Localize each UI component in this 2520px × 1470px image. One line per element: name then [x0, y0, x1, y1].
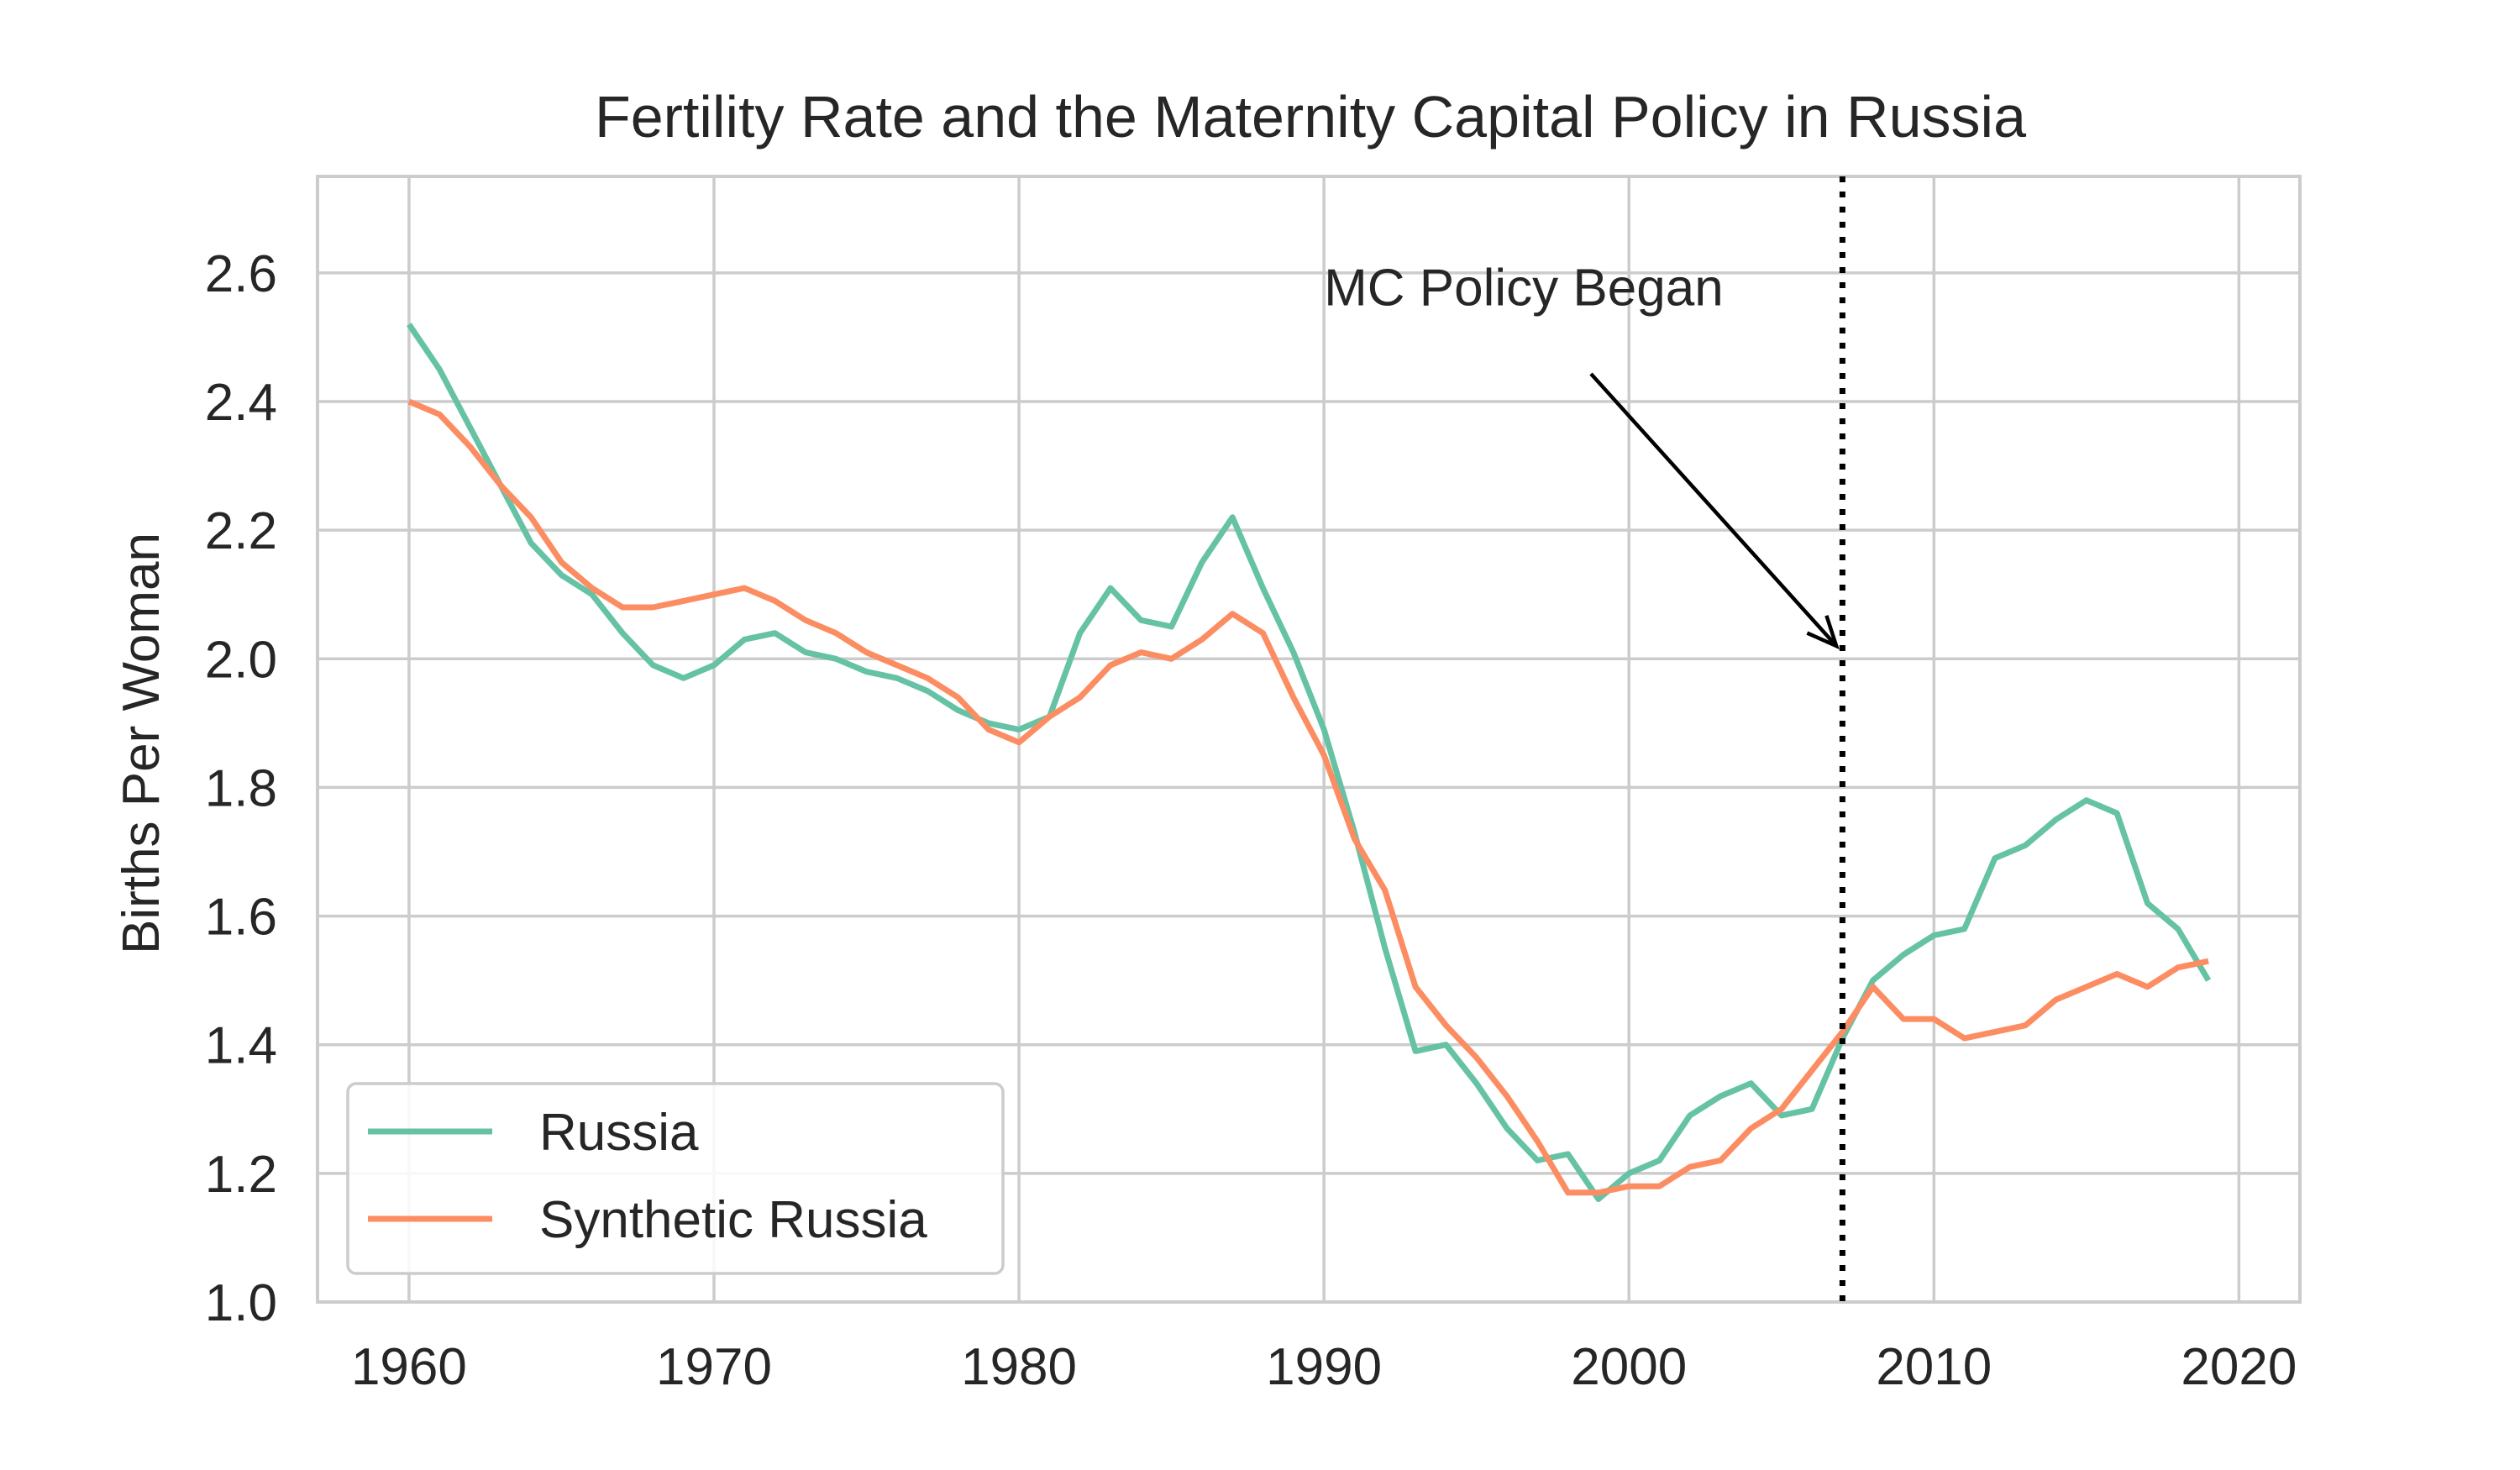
y-tick-label: 1.0	[205, 1274, 277, 1332]
plot-border	[316, 175, 2302, 1304]
x-tick-label: 1960	[351, 1338, 467, 1396]
y-tick-label: 2.4	[205, 374, 277, 432]
plot-frame	[316, 175, 2302, 1304]
chart-title: Fertility Rate and the Maternity Capital…	[595, 84, 2026, 150]
legend: Russia Synthetic Russia	[346, 1082, 1005, 1275]
y-tick-label: 1.8	[205, 759, 277, 817]
tick-labels: 1960 1970 1980 1990 2000 2010 2020 1.0 1.2 1.4 1.6…	[205, 245, 2297, 1396]
x-tick-label: 1970	[656, 1338, 772, 1396]
annotation-group: MC Policy Began	[1324, 259, 1840, 650]
legend-label: Russia	[539, 1104, 699, 1162]
y-tick-label: 1.2	[205, 1146, 277, 1204]
x-tick-label: 2000	[1571, 1338, 1687, 1396]
series-line-russia	[407, 323, 2212, 1202]
x-tick-label: 1980	[961, 1338, 1077, 1396]
annotation-arrow-head	[1806, 615, 1840, 650]
y-tick-label: 1.4	[205, 1017, 277, 1075]
annotation-label: MC Policy Began	[1324, 259, 1724, 317]
legend-label: Synthetic Russia	[539, 1191, 927, 1249]
series-lines	[407, 323, 2212, 1202]
y-tick-label: 2.2	[205, 502, 277, 560]
series-line-synthetic-russia	[407, 398, 2209, 1196]
y-tick-label: 1.6	[205, 889, 277, 947]
x-tick-label: 2010	[1876, 1338, 1992, 1396]
y-tick-label: 2.0	[205, 631, 277, 689]
x-tick-label: 2020	[2181, 1338, 2297, 1396]
y-axis-label: Births Per Woman	[113, 533, 171, 954]
grid	[318, 176, 2300, 1304]
y-tick-label: 2.6	[205, 245, 277, 303]
x-tick-label: 1990	[1266, 1338, 1382, 1396]
legend-box	[346, 1082, 1005, 1275]
annotation-arrow-shaft	[1589, 372, 1838, 648]
